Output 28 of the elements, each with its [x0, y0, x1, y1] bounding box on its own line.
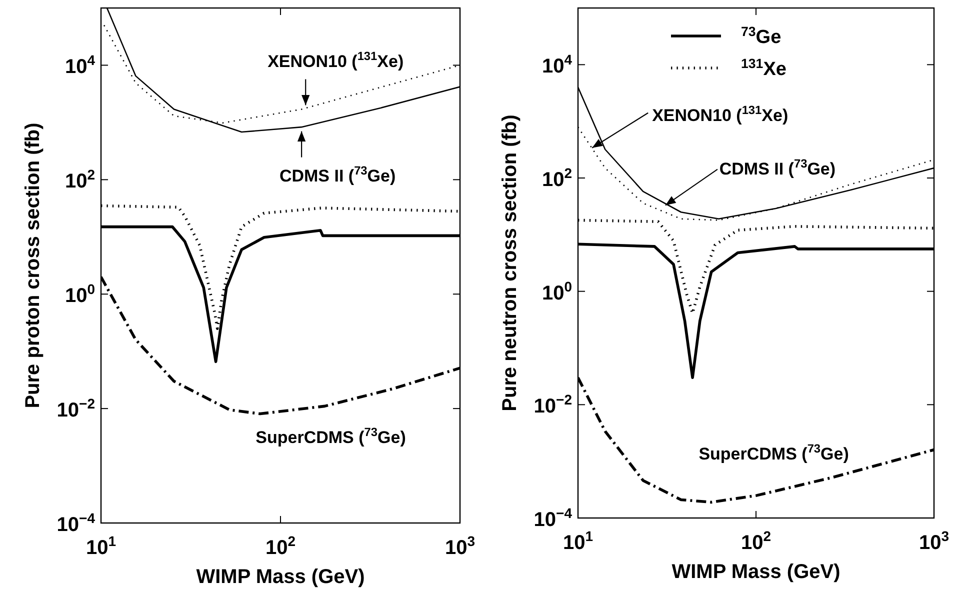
x-tick-label: 10$^{3}$: [444, 533, 476, 559]
y-tick-label: 10$^{0}$: [542, 278, 572, 304]
x-axis-title: WIMP Mass (GeV): [196, 566, 365, 588]
y-tick-label: 10$^{−2}$: [534, 392, 572, 418]
x-tick-label: 10$^{2}$: [740, 528, 772, 554]
legend-label: $^{73}$Ge: [741, 24, 782, 48]
y-axis-title: Pure proton cross section (fb): [22, 122, 44, 408]
y-tick-label: 10$^{4}$: [542, 52, 572, 78]
x-axis-title: WIMP Mass (GeV): [672, 561, 840, 583]
annotation: XENON10 ($^{131}$Xe): [652, 102, 788, 125]
annotation: SuperCDMS ($^{73}$Ge): [256, 425, 406, 448]
y-tick-label: 10$^{−4}$: [534, 505, 572, 531]
annotation: CDMS II ($^{73}$Ge): [279, 163, 396, 186]
x-tick-label: 10$^{2}$: [265, 533, 296, 559]
y-tick-label: 10$^{−4}$: [56, 510, 96, 536]
annotation: SuperCDMS ($^{73}$Ge): [698, 441, 849, 464]
y-axis-title: Pure neutron cross section (fb): [499, 114, 521, 412]
annotation: CDMS II ($^{73}$Ge): [719, 156, 836, 178]
y-tick-label: 10$^{2}$: [64, 166, 96, 193]
y-tick-label: 10$^{4}$: [64, 52, 96, 78]
x-tick-label: 10$^{3}$: [918, 528, 950, 554]
x-tick-label: 10$^{1}$: [86, 533, 116, 559]
x-tick-label: 10$^{1}$: [562, 528, 594, 554]
y-tick-label: 10$^{2}$: [542, 165, 572, 191]
legend-label: $^{131}$Xe: [741, 56, 786, 80]
annotation: XENON10 ($^{131}$Xe): [268, 49, 404, 72]
y-tick-label: 10$^{−2}$: [56, 396, 96, 422]
y-tick-label: 10$^{0}$: [64, 281, 96, 308]
